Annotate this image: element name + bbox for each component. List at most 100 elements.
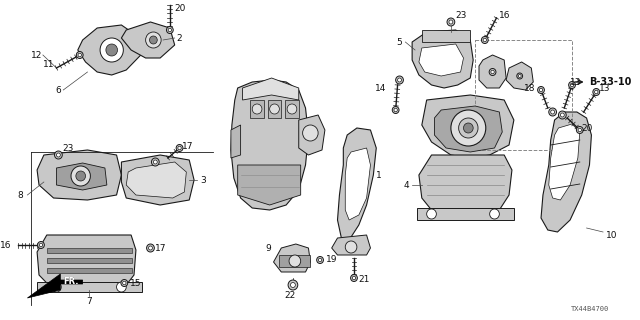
Text: 16: 16 bbox=[499, 11, 511, 20]
Polygon shape bbox=[56, 163, 107, 190]
Text: 20: 20 bbox=[175, 4, 186, 12]
Circle shape bbox=[559, 111, 566, 119]
Circle shape bbox=[176, 145, 183, 151]
Text: 15: 15 bbox=[130, 278, 141, 287]
Circle shape bbox=[491, 70, 494, 74]
Polygon shape bbox=[250, 100, 264, 118]
Circle shape bbox=[303, 125, 318, 141]
Text: 7: 7 bbox=[86, 298, 92, 307]
Circle shape bbox=[52, 282, 61, 292]
Circle shape bbox=[287, 104, 297, 114]
Text: B-33-10: B-33-10 bbox=[589, 77, 632, 87]
Text: 3: 3 bbox=[200, 175, 205, 185]
Polygon shape bbox=[28, 274, 83, 298]
Circle shape bbox=[490, 209, 499, 219]
Circle shape bbox=[463, 123, 473, 133]
Circle shape bbox=[540, 88, 543, 92]
Circle shape bbox=[518, 75, 521, 77]
Circle shape bbox=[459, 118, 478, 138]
Circle shape bbox=[352, 276, 356, 280]
Polygon shape bbox=[78, 25, 141, 75]
Text: 5: 5 bbox=[397, 37, 403, 46]
Circle shape bbox=[148, 246, 152, 250]
Polygon shape bbox=[268, 100, 282, 118]
Text: 6: 6 bbox=[56, 85, 61, 94]
Polygon shape bbox=[37, 235, 136, 285]
Polygon shape bbox=[273, 244, 310, 272]
Circle shape bbox=[56, 153, 60, 157]
Circle shape bbox=[289, 255, 301, 267]
Bar bbox=[47, 248, 132, 253]
Circle shape bbox=[252, 104, 262, 114]
Circle shape bbox=[168, 28, 172, 32]
Polygon shape bbox=[243, 78, 299, 100]
Circle shape bbox=[394, 108, 397, 112]
Circle shape bbox=[595, 90, 598, 94]
Text: 9: 9 bbox=[266, 244, 271, 252]
Circle shape bbox=[54, 151, 62, 159]
Text: 13: 13 bbox=[599, 84, 611, 92]
Circle shape bbox=[489, 68, 496, 76]
Circle shape bbox=[451, 110, 486, 146]
Circle shape bbox=[318, 258, 322, 262]
Text: 16: 16 bbox=[1, 241, 12, 250]
Circle shape bbox=[449, 20, 453, 24]
Text: 22: 22 bbox=[284, 291, 296, 300]
Polygon shape bbox=[345, 148, 371, 220]
Text: 4: 4 bbox=[404, 180, 409, 189]
Text: FR.: FR. bbox=[63, 277, 79, 286]
Circle shape bbox=[291, 283, 295, 287]
Bar bbox=[422, 30, 470, 42]
Bar bbox=[280, 255, 310, 267]
Circle shape bbox=[146, 32, 161, 48]
Circle shape bbox=[38, 242, 44, 249]
Text: 14: 14 bbox=[374, 84, 386, 92]
Circle shape bbox=[121, 279, 128, 286]
Polygon shape bbox=[332, 235, 371, 255]
Circle shape bbox=[561, 113, 564, 117]
Circle shape bbox=[100, 38, 124, 62]
Circle shape bbox=[550, 110, 555, 114]
Circle shape bbox=[593, 89, 600, 95]
Polygon shape bbox=[231, 80, 308, 210]
Text: 12: 12 bbox=[31, 51, 43, 60]
Polygon shape bbox=[337, 128, 376, 240]
Polygon shape bbox=[231, 125, 241, 158]
Circle shape bbox=[578, 128, 582, 132]
Circle shape bbox=[76, 171, 86, 181]
Circle shape bbox=[345, 241, 357, 253]
Text: 13: 13 bbox=[570, 77, 582, 86]
Text: 2: 2 bbox=[177, 34, 182, 43]
Circle shape bbox=[351, 275, 357, 282]
Circle shape bbox=[392, 107, 399, 114]
Circle shape bbox=[152, 158, 159, 166]
Text: 23: 23 bbox=[62, 143, 74, 153]
Polygon shape bbox=[126, 162, 186, 198]
Text: 17: 17 bbox=[182, 141, 194, 150]
Polygon shape bbox=[419, 155, 512, 210]
Circle shape bbox=[577, 126, 583, 133]
Polygon shape bbox=[422, 95, 514, 158]
Circle shape bbox=[427, 209, 436, 219]
Bar bbox=[47, 268, 132, 273]
Circle shape bbox=[396, 76, 403, 84]
Circle shape bbox=[516, 73, 523, 79]
Text: 10: 10 bbox=[606, 230, 618, 239]
Circle shape bbox=[447, 18, 455, 26]
Circle shape bbox=[397, 78, 401, 82]
Polygon shape bbox=[435, 106, 502, 152]
Circle shape bbox=[71, 166, 90, 186]
Circle shape bbox=[570, 83, 573, 87]
Text: 17: 17 bbox=[156, 244, 167, 252]
Circle shape bbox=[548, 108, 557, 116]
Polygon shape bbox=[37, 150, 122, 200]
Circle shape bbox=[317, 257, 323, 263]
Circle shape bbox=[483, 38, 486, 42]
Text: 18: 18 bbox=[524, 84, 535, 92]
Bar bbox=[475, 40, 572, 150]
Circle shape bbox=[116, 282, 126, 292]
Circle shape bbox=[150, 36, 157, 44]
Polygon shape bbox=[285, 100, 299, 118]
Circle shape bbox=[269, 104, 280, 114]
Polygon shape bbox=[412, 30, 473, 88]
